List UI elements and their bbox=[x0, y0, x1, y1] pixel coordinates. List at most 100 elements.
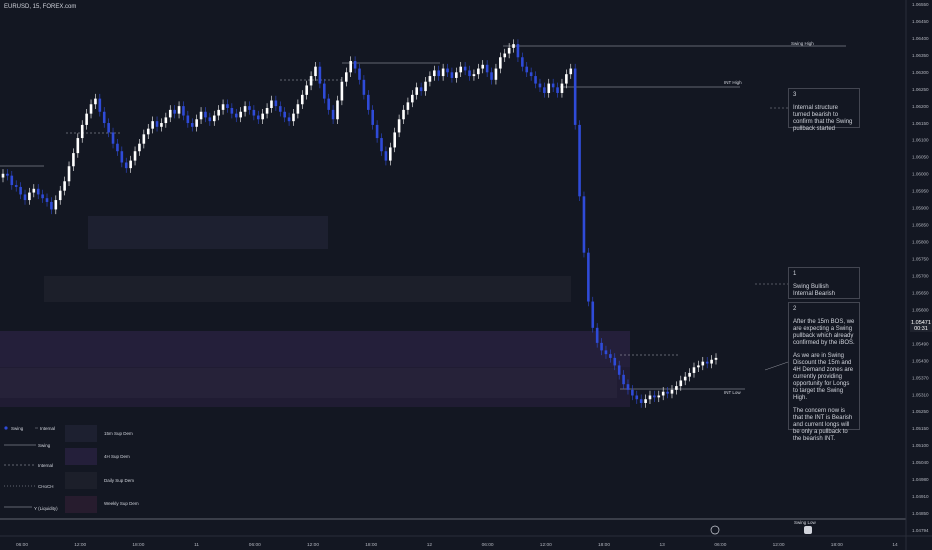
candle-body bbox=[670, 389, 674, 394]
candle-body bbox=[234, 113, 238, 118]
candle-body bbox=[622, 374, 625, 385]
candle-body bbox=[63, 181, 66, 191]
candle-body bbox=[683, 376, 687, 381]
candle-body bbox=[195, 119, 198, 127]
candle-body bbox=[710, 359, 713, 364]
last-price-countdown: 00:31 bbox=[914, 326, 928, 332]
candle-body bbox=[494, 68, 498, 80]
candle-body bbox=[208, 117, 212, 122]
candle-body bbox=[32, 188, 36, 193]
time-tick-label: 14 bbox=[892, 542, 898, 548]
note-2-number: 2 bbox=[793, 306, 797, 312]
candle-body bbox=[406, 102, 410, 110]
candle-body bbox=[380, 138, 383, 152]
candle-body bbox=[675, 386, 678, 390]
replay-icon[interactable] bbox=[710, 525, 720, 535]
candle-body bbox=[415, 87, 419, 95]
candle-body bbox=[204, 111, 207, 118]
candle-body bbox=[573, 68, 577, 125]
candle-body bbox=[151, 121, 154, 129]
time-tick-label: 18:00 bbox=[132, 542, 144, 548]
price-tick-label: 1.04910 bbox=[912, 494, 929, 499]
candle-body bbox=[644, 399, 647, 403]
candle-body bbox=[124, 162, 128, 169]
candle-body bbox=[243, 106, 247, 112]
candle-body bbox=[569, 68, 573, 75]
candle-body bbox=[340, 81, 344, 101]
note-3: 3 Internal structure turned bearish to c… bbox=[788, 88, 860, 132]
candle-body bbox=[375, 124, 379, 139]
candle-body bbox=[437, 70, 441, 77]
price-tick-label: 1.06550 bbox=[912, 2, 929, 7]
candle-body bbox=[499, 57, 502, 69]
candle-body bbox=[450, 72, 454, 78]
swing-low-label: Swing Low bbox=[794, 520, 817, 525]
legend-zone-15m: 15m Sup Dem bbox=[104, 431, 133, 436]
int-low-label: INT Low bbox=[724, 390, 741, 395]
candle-body bbox=[28, 192, 31, 201]
candle-body bbox=[142, 134, 146, 144]
candle-body bbox=[261, 113, 264, 120]
candle-body bbox=[274, 100, 278, 107]
zone-15m-a bbox=[88, 216, 328, 249]
note-1: 1 Swing Bullish Internal Bearish bbox=[788, 267, 860, 299]
candle-body bbox=[45, 198, 49, 202]
candle-body bbox=[591, 301, 595, 328]
legend-swatch-15m bbox=[65, 425, 97, 442]
candle-body bbox=[512, 44, 515, 48]
candle-body bbox=[239, 111, 242, 118]
time-axis: 06:00 12:00 18:00 11 06:00 12:00 18:00 12 06:00 1… bbox=[16, 542, 898, 548]
time-tick-label: 06:00 bbox=[482, 542, 494, 548]
legend-swing-line-label: Swing bbox=[38, 443, 51, 448]
candle-body bbox=[120, 151, 124, 163]
candle-body bbox=[287, 117, 291, 122]
legend-swing: Swing bbox=[11, 426, 24, 431]
candle-body bbox=[371, 109, 375, 125]
candle-body bbox=[36, 188, 40, 195]
candle-body bbox=[560, 83, 564, 93]
candle-body bbox=[300, 94, 304, 105]
last-price-tag: 1.05471 00:31 bbox=[910, 320, 932, 332]
candle-body bbox=[212, 115, 216, 122]
time-tick-label: 12:00 bbox=[773, 542, 785, 548]
legend-internal: Internal bbox=[40, 426, 55, 431]
candle-body bbox=[116, 143, 119, 152]
price-tick-label: 1.06000 bbox=[912, 172, 929, 177]
candle-body bbox=[516, 44, 520, 58]
candle-body bbox=[503, 53, 507, 58]
candle-body bbox=[256, 115, 260, 120]
candle-body bbox=[327, 98, 330, 110]
price-tick-label: 1.05310 bbox=[912, 392, 929, 397]
price-tick-label: 1.05800 bbox=[912, 240, 929, 245]
price-tick-label: 1.05900 bbox=[912, 206, 929, 211]
candle-body bbox=[58, 190, 62, 201]
news-icon[interactable] bbox=[804, 526, 812, 534]
candle-body bbox=[344, 72, 348, 82]
candle-body bbox=[604, 350, 608, 355]
candle-body bbox=[481, 64, 485, 69]
candle-body bbox=[688, 372, 691, 377]
note-2-para-2: As we are in Swing Discount the 15m and … bbox=[793, 353, 854, 401]
candle-body bbox=[252, 109, 256, 116]
candle-body bbox=[538, 83, 542, 88]
candle-body bbox=[477, 68, 480, 75]
candle-body bbox=[67, 166, 71, 182]
candle-body bbox=[305, 85, 308, 95]
price-tick-label: 1.05950 bbox=[912, 189, 929, 194]
candle-body bbox=[190, 123, 194, 127]
candle-body bbox=[534, 76, 537, 84]
candle-body bbox=[186, 115, 190, 124]
time-tick-label: 13 bbox=[660, 542, 666, 548]
candle-body bbox=[349, 61, 352, 73]
candle-body bbox=[54, 200, 58, 210]
note-1-number: 1 bbox=[793, 271, 797, 277]
candle-body bbox=[160, 123, 163, 127]
candle-body bbox=[701, 361, 705, 366]
candle-body bbox=[331, 109, 335, 120]
time-tick-label: 18:00 bbox=[598, 542, 610, 548]
candle-body bbox=[98, 98, 102, 112]
candle-body bbox=[428, 76, 432, 82]
legend-swing-dot bbox=[4, 426, 8, 430]
